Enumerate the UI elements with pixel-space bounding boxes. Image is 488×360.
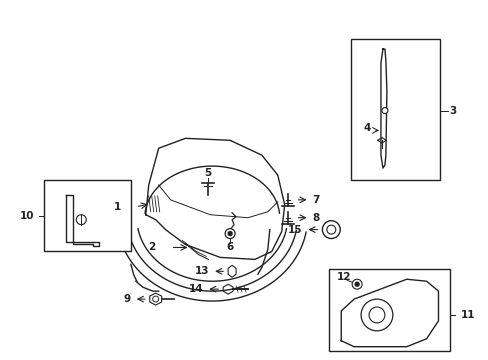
Text: 14: 14: [188, 284, 203, 294]
Text: 11: 11: [459, 310, 474, 320]
Circle shape: [360, 299, 392, 331]
Text: 1: 1: [114, 202, 121, 212]
Circle shape: [76, 215, 86, 225]
Circle shape: [224, 229, 235, 239]
Text: 7: 7: [312, 195, 319, 205]
Bar: [328, 269, 449, 351]
Text: 3: 3: [448, 105, 456, 116]
Text: 6: 6: [226, 243, 233, 252]
Text: 12: 12: [336, 272, 351, 282]
Text: 10: 10: [20, 211, 35, 221]
Circle shape: [381, 108, 387, 113]
Text: 15: 15: [287, 225, 302, 235]
Circle shape: [351, 279, 361, 289]
Circle shape: [326, 225, 335, 234]
Text: 5: 5: [204, 168, 211, 178]
Bar: [350, 39, 440, 180]
Circle shape: [322, 221, 340, 239]
Circle shape: [354, 282, 358, 286]
Text: 8: 8: [312, 213, 319, 223]
Text: 4: 4: [363, 123, 370, 134]
Circle shape: [228, 231, 232, 235]
Text: 13: 13: [194, 266, 209, 276]
Text: 9: 9: [123, 294, 131, 304]
Circle shape: [152, 296, 158, 302]
Text: 2: 2: [148, 243, 155, 252]
Bar: [43, 180, 131, 251]
Circle shape: [368, 307, 384, 323]
